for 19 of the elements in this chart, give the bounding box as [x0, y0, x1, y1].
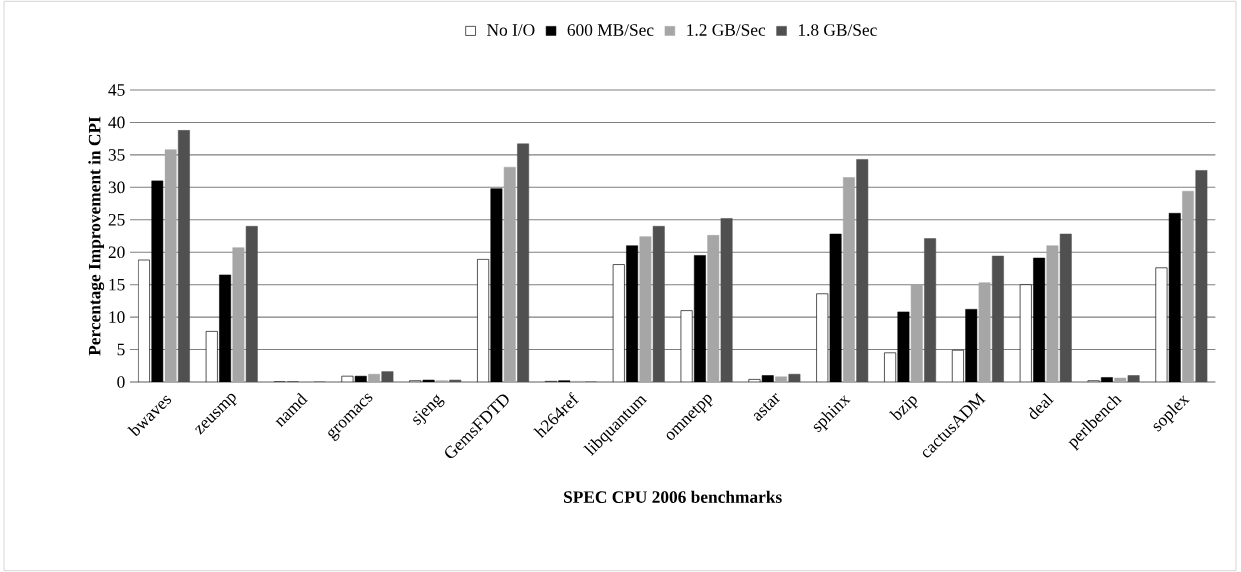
y-tick-label: 45: [108, 84, 125, 96]
y-axis-title: Percentage Improvement in CPI: [88, 116, 105, 356]
legend-label: 600 MB/Sec: [567, 24, 654, 36]
x-tick-label: deal: [1028, 393, 1055, 420]
x-tick-label: astar: [753, 393, 781, 421]
y-tick-label: 30: [108, 181, 125, 194]
y-tick-label: 40: [108, 116, 125, 129]
y-tick-label: 20: [108, 246, 125, 259]
x-tick-label: bzip: [888, 396, 918, 421]
y-tick-label: 25: [108, 213, 125, 226]
y-tick-label: 10: [109, 311, 125, 323]
y-tick-label: 15: [109, 278, 125, 291]
y-tick-label: 0: [117, 376, 125, 388]
y-tick-label: 35: [108, 149, 125, 161]
x-axis-title: SPEC CPU 2006 benchmarks: [564, 490, 782, 503]
y-tick-label: 5: [117, 343, 125, 356]
legend-label: 1.2 GB/Sec: [687, 24, 766, 36]
legend-label: 1.8 GB/Sec: [798, 24, 877, 36]
legend-label: No I/O: [487, 24, 535, 36]
